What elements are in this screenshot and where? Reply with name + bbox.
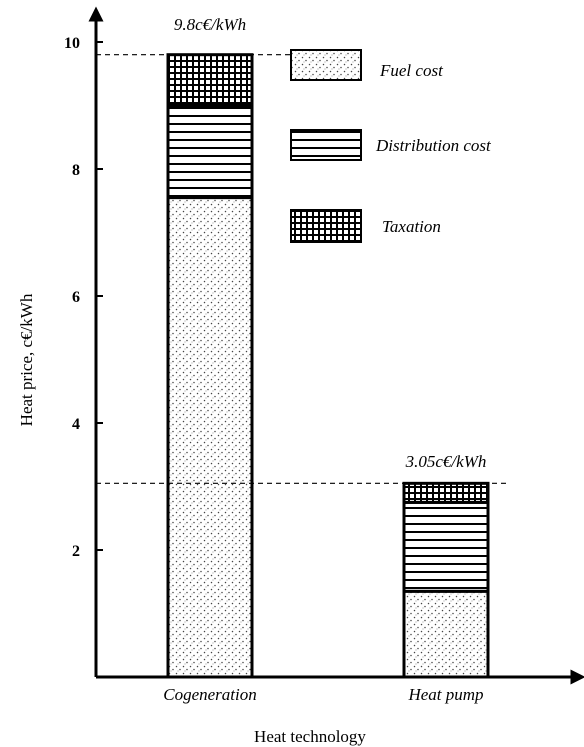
- legend-swatch: [290, 209, 362, 243]
- legend-swatch: [290, 49, 362, 81]
- axes-layer: [88, 6, 584, 685]
- x-category-label: Heat pump: [407, 685, 483, 704]
- legend: Fuel cost Distribution cost Taxation: [290, 49, 492, 243]
- bar-segment-fuel-cost-1: [402, 589, 490, 679]
- bars-layer: [166, 53, 490, 679]
- reference-lines-layer: [96, 54, 508, 484]
- bar-segment-taxation-1: [402, 481, 490, 504]
- total-value-label: 3.05c€/kWh: [405, 452, 487, 471]
- bar-segment-distribution-cost-0: [166, 104, 254, 200]
- y-tick-label: 2: [72, 543, 80, 560]
- legend-label: Distribution cost: [375, 136, 492, 155]
- y-axis-title: Heat price, c€/kWh: [17, 293, 36, 426]
- y-tick-label: 4: [72, 416, 80, 433]
- legend-swatch: [290, 129, 362, 161]
- labels-layer: 2 4 6 8 10 Cogeneration Heat pump Heat technolo…: [17, 15, 486, 746]
- legend-label: Taxation: [382, 217, 441, 236]
- bar-segment-taxation-0: [166, 53, 254, 107]
- y-tick-label: 8: [72, 162, 80, 179]
- total-value-label: 9.8c€/kWh: [174, 15, 246, 34]
- bar-segment-fuel-cost-0: [166, 196, 254, 679]
- x-axis-title: Heat technology: [254, 727, 366, 746]
- y-tick-label: 10: [64, 35, 80, 52]
- x-category-label: Cogeneration: [163, 685, 257, 704]
- y-tick-label: 6: [72, 289, 80, 306]
- legend-label: Fuel cost: [379, 61, 444, 80]
- bar-segment-distribution-cost-1: [402, 500, 490, 593]
